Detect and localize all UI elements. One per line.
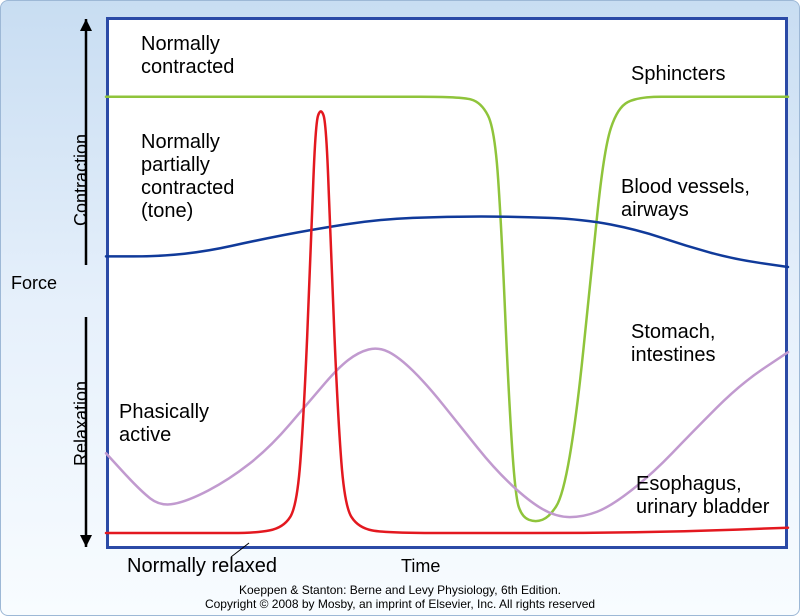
x-axis-label: Time — [401, 556, 440, 577]
y-axis-label-contraction: Contraction — [71, 134, 92, 226]
y-axis-label-relaxation: Relaxation — [71, 381, 92, 466]
label-normally-partially: Normallypartiallycontracted(tone) — [141, 131, 234, 223]
y-axis-label-force: Force — [11, 273, 57, 294]
credit-line2: Copyright © 2008 by Mosby, an imprint of… — [205, 597, 595, 611]
label-normally-relaxed: Normally relaxed — [127, 555, 277, 578]
label-normally-contracted: Normallycontracted — [141, 33, 234, 79]
label-sphincters: Sphincters — [631, 63, 726, 86]
label-phasically-active: Phasicallyactive — [119, 401, 209, 447]
chart-svg — [1, 1, 800, 616]
credit-text: Koeppen & Stanton: Berne and Levy Physio… — [1, 583, 799, 612]
label-stomach: Stomach,intestines — [631, 321, 716, 367]
figure-container: Force Contraction Relaxation Time Normal… — [0, 0, 800, 616]
credit-line1: Koeppen & Stanton: Berne and Levy Physio… — [239, 583, 561, 597]
series-blood_vessels — [106, 217, 788, 268]
label-esophagus: Esophagus,urinary bladder — [636, 473, 769, 519]
label-blood-vessels: Blood vessels,airways — [621, 176, 750, 222]
